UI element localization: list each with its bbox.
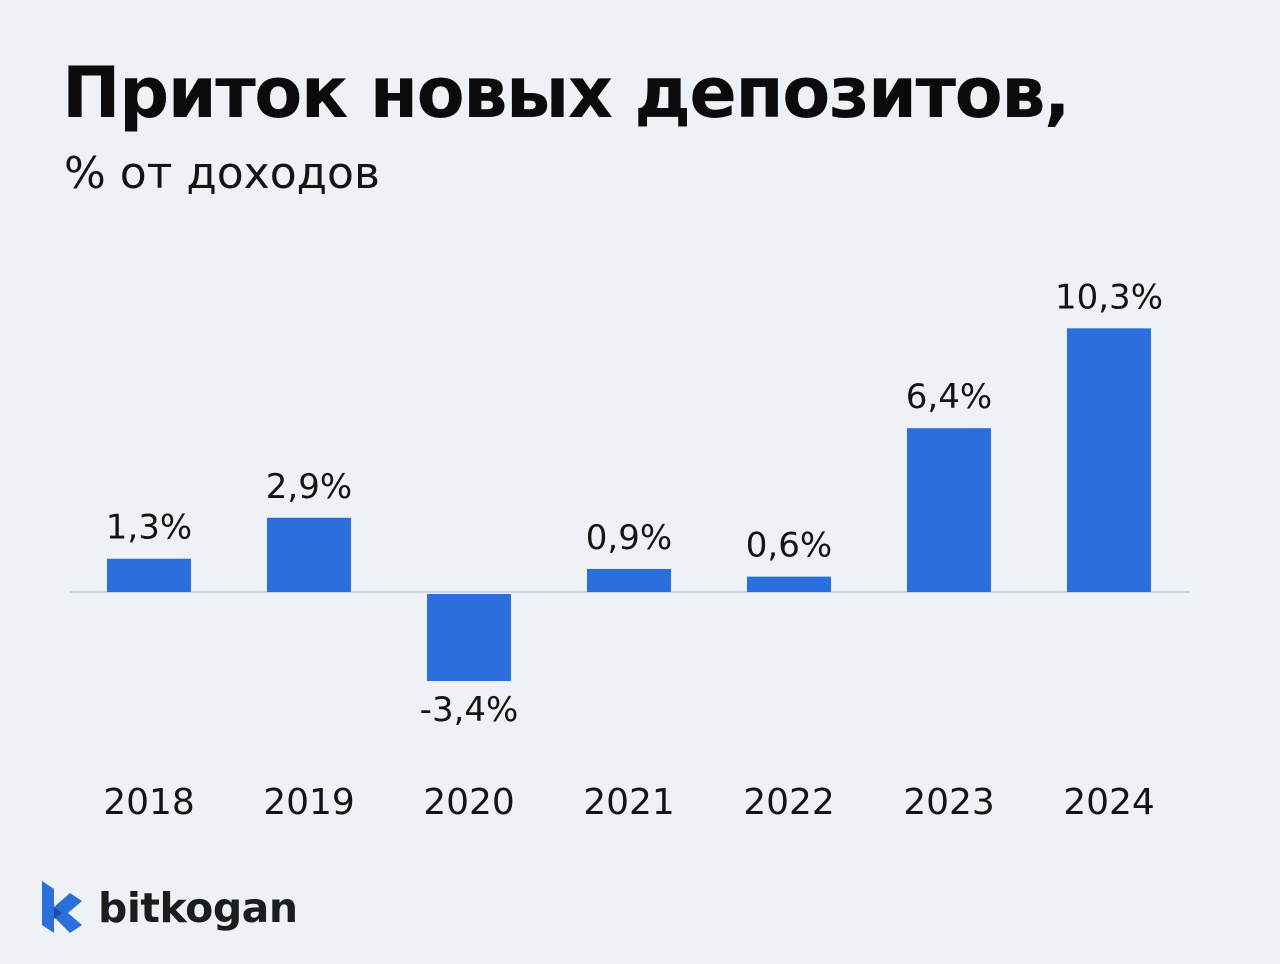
chart-subtitle: % от доходов xyxy=(64,148,380,199)
brand-name: bitkogan xyxy=(98,884,298,932)
data-label-2019: 2,9% xyxy=(266,467,352,507)
x-tick-label-2024: 2024 xyxy=(1063,782,1155,823)
x-tick-label-2022: 2022 xyxy=(743,782,835,823)
bitkogan-logo-icon xyxy=(42,881,82,933)
bar-2024 xyxy=(1067,328,1151,592)
bar-2023 xyxy=(907,428,991,592)
brand-logo: bitkogan xyxy=(40,878,298,938)
data-label-2023: 6,4% xyxy=(906,377,992,417)
x-tick-label-2021: 2021 xyxy=(583,782,675,823)
x-tick-label-2020: 2020 xyxy=(423,782,515,823)
chart-title: Приток новых депозитов, xyxy=(62,52,1071,134)
bar-2022 xyxy=(747,576,831,592)
bar-2019 xyxy=(267,517,351,592)
x-tick-label-2018: 2018 xyxy=(103,782,195,823)
data-label-2024: 10,3% xyxy=(1055,277,1163,317)
bar-2021 xyxy=(587,568,671,592)
x-tick-label-2019: 2019 xyxy=(263,782,355,823)
bar-2020 xyxy=(427,594,511,682)
x-tick-label-2023: 2023 xyxy=(903,782,995,823)
data-label-2021: 0,9% xyxy=(586,518,672,558)
data-label-2018: 1,3% xyxy=(106,508,192,548)
data-label-2020: -3,4% xyxy=(420,690,519,730)
bar-2018 xyxy=(107,558,191,592)
data-label-2022: 0,6% xyxy=(746,526,832,566)
